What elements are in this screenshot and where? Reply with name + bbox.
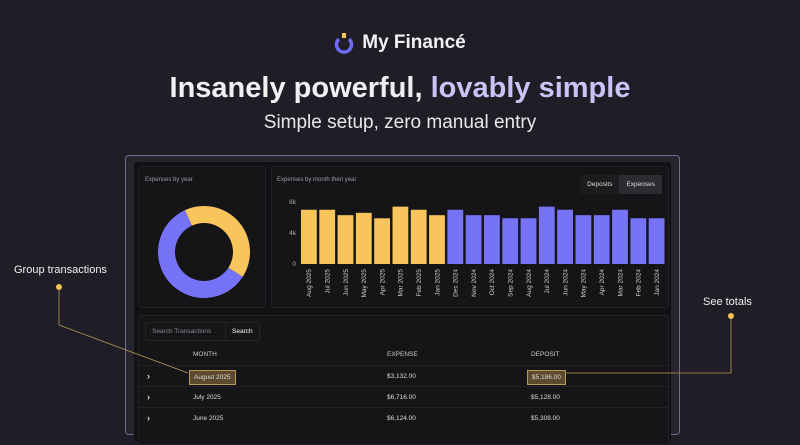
bar[interactable] bbox=[575, 215, 592, 264]
bar[interactable] bbox=[520, 218, 537, 264]
expenses-toggle[interactable]: Expenses bbox=[619, 175, 662, 194]
month-cell: July 2025 bbox=[193, 394, 221, 401]
month-cell: August 2025 bbox=[189, 370, 236, 385]
chart-toggle: Deposits Expenses bbox=[580, 175, 662, 194]
headline-accent: lovably simple bbox=[430, 72, 631, 104]
table-header: MONTH EXPENSE DEPOSIT bbox=[139, 344, 668, 365]
deposits-toggle[interactable]: Deposits bbox=[587, 181, 613, 188]
deposit-cell: $5,128.00 bbox=[531, 394, 560, 401]
bar[interactable] bbox=[630, 218, 647, 264]
bar[interactable] bbox=[538, 206, 555, 264]
x-tick-label: Apr 2024 bbox=[599, 269, 606, 296]
bar[interactable] bbox=[410, 209, 427, 264]
bar[interactable] bbox=[593, 215, 610, 264]
x-tick-label: Dec 2024 bbox=[453, 269, 460, 297]
x-tick-label: Mar 2025 bbox=[398, 269, 405, 297]
x-tick-label: May 2024 bbox=[581, 269, 588, 298]
y-tick-label: 8k bbox=[289, 199, 297, 206]
chevron-right-icon[interactable]: › bbox=[147, 392, 150, 402]
search-bar: Search Transactions Search bbox=[145, 322, 260, 341]
donut-slice-2025[interactable] bbox=[184, 205, 251, 277]
table-row[interactable]: › July 2025 $6,716.00 $5,128.00 bbox=[139, 386, 668, 407]
expense-cell: $3,132.00 bbox=[387, 373, 416, 380]
bar[interactable] bbox=[429, 215, 445, 264]
bar[interactable] bbox=[447, 209, 464, 264]
bar-title: Expenses by month then year bbox=[277, 177, 357, 183]
chevron-right-icon[interactable]: › bbox=[147, 413, 150, 423]
headline: Insanely powerful, lovably simple bbox=[0, 72, 800, 105]
table-row[interactable]: › June 2025 $6,124.00 $5,308.00 bbox=[139, 407, 668, 428]
x-tick-label: Feb 2025 bbox=[416, 269, 423, 297]
search-button[interactable]: Search bbox=[232, 328, 253, 335]
bar[interactable] bbox=[648, 218, 665, 264]
donut-slice-2024[interactable] bbox=[158, 210, 243, 298]
app-preview: Expenses by year Expenses by month then … bbox=[125, 155, 680, 445]
annotation-group: Group transactions bbox=[14, 264, 107, 276]
y-tick-label: 0 bbox=[292, 261, 296, 268]
x-tick-label: Sep 2024 bbox=[507, 269, 514, 297]
bar-card: Expenses by month then year Deposits Exp… bbox=[271, 166, 669, 308]
annotation-dot bbox=[56, 284, 62, 290]
bar[interactable] bbox=[557, 209, 573, 264]
header-expense[interactable]: EXPENSE bbox=[387, 351, 418, 358]
donut-card: Expenses by year bbox=[138, 166, 266, 308]
bar[interactable] bbox=[301, 209, 317, 264]
donut-chart bbox=[158, 205, 251, 298]
x-tick-label: Jun 2025 bbox=[343, 269, 350, 296]
x-tick-label: Apr 2025 bbox=[379, 269, 386, 296]
x-tick-label: Jul 2025 bbox=[324, 269, 331, 294]
x-tick-label: Mar 2024 bbox=[617, 269, 624, 297]
y-tick-label: 4k bbox=[289, 230, 297, 237]
transactions-card: Search Transactions Search MONTH EXPENSE… bbox=[138, 315, 669, 445]
bar[interactable] bbox=[337, 215, 354, 264]
table-row[interactable]: › August 2025 $3,132.00 $5,186.00 bbox=[139, 365, 668, 386]
chevron-right-icon[interactable]: › bbox=[147, 371, 150, 381]
logo-icon bbox=[335, 33, 354, 54]
x-tick-label: Oct 2024 bbox=[489, 269, 496, 296]
x-tick-label: Feb 2024 bbox=[636, 269, 643, 297]
search-input[interactable]: Search Transactions bbox=[146, 323, 226, 340]
subtitle: Simple setup, zero manual entry bbox=[263, 112, 537, 133]
bar[interactable] bbox=[355, 212, 372, 264]
x-tick-label: Aug 2025 bbox=[306, 269, 313, 297]
bar[interactable] bbox=[612, 209, 628, 264]
donut-title: Expenses by year bbox=[145, 177, 193, 183]
expense-cell: $6,716.00 bbox=[387, 394, 416, 401]
header-month[interactable]: MONTH bbox=[193, 351, 217, 358]
bar[interactable] bbox=[502, 218, 519, 264]
bar[interactable] bbox=[319, 209, 336, 264]
x-tick-label: Jun 2024 bbox=[562, 269, 569, 296]
bar[interactable] bbox=[392, 206, 409, 264]
x-tick-label: Jul 2024 bbox=[544, 269, 551, 294]
header-deposit[interactable]: DEPOSIT bbox=[531, 351, 560, 358]
bar-chart: 0 4k 8k Aug 2025 Jul 2025 Jun 2025 May 2025 Apr… bbox=[289, 199, 665, 298]
x-tick-label: Nov 2024 bbox=[471, 269, 478, 297]
brand-name: My Financé bbox=[362, 32, 466, 53]
bar[interactable] bbox=[374, 218, 390, 264]
x-tick-label: Jan 2024 bbox=[654, 269, 661, 296]
x-tick-label: Jan 2025 bbox=[434, 269, 441, 296]
annotation-dot bbox=[728, 313, 734, 319]
deposit-cell: $5,186.00 bbox=[527, 370, 566, 385]
brand-logo: My Financé bbox=[0, 32, 800, 54]
bar[interactable] bbox=[484, 215, 500, 264]
annotation-totals: See totals bbox=[703, 296, 752, 308]
headline-main: Insanely powerful, bbox=[169, 72, 423, 104]
bar[interactable] bbox=[465, 215, 482, 264]
x-tick-label: Aug 2024 bbox=[526, 269, 533, 297]
x-tick-label: May 2025 bbox=[361, 269, 368, 298]
